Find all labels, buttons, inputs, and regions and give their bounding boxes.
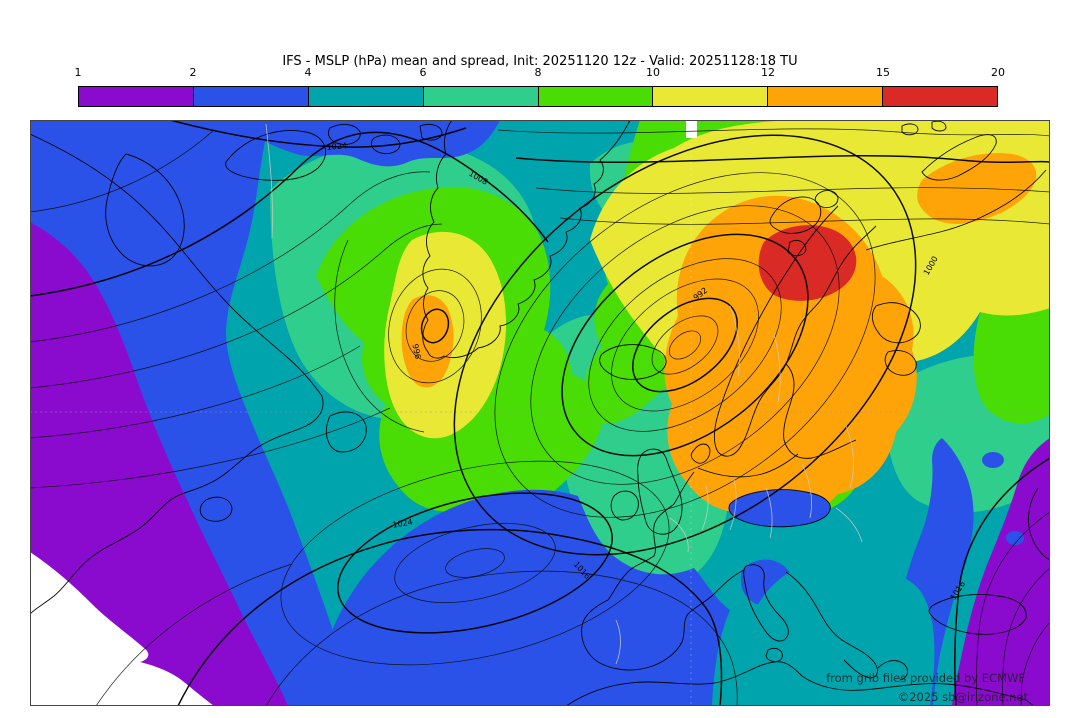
colorbar-tick-20: 20 [991,66,1005,79]
contour-label-1024: 1024 [392,517,414,529]
low-greenland-rings [388,268,482,384]
graticule [30,120,1050,706]
colorbar-tick-2: 2 [189,66,197,79]
colorbar-segment-4-6 [308,87,424,106]
colorbar-tick-4: 4 [304,66,312,79]
spread-region-teal-balkans [736,559,935,706]
spread-region-blue-spots [982,452,1024,545]
projection-void [30,120,697,706]
colorbar-tick-15: 15 [876,66,890,79]
low-norwegian-sea-rings [453,134,917,556]
contour-label-996: 996 [410,343,422,360]
colorbar-tick-row: 1 2 4 6 8 10 12 15 20 [74,66,1006,81]
colorbar-tick-12: 12 [761,66,775,79]
credit-ecmwf: from grib files provided by ECMWF [826,671,1025,685]
credit-copyright: ©2025 sb@irizone.net [898,690,1029,704]
coastlines [30,120,1050,706]
colorbar-segment-10-12 [653,87,769,106]
isobar-contours [30,120,1050,706]
colorbar-tick-8: 8 [534,66,542,79]
country-borders [265,123,863,665]
colorbar-segment-6-8 [423,87,539,106]
colorbar-tick-1: 1 [74,66,82,79]
colorbar-gradient [78,86,998,107]
colorbar: 1 2 4 6 8 10 12 15 20 [74,66,1006,107]
spread-region-purple [30,222,1050,706]
colorbar-segment-2-4 [193,87,309,106]
high-atlantic-rings [280,460,670,666]
colorbar-segment-1-2 [79,87,194,106]
colorbar-segment-12-15 [768,87,884,106]
colorbar-segment-15-20 [883,87,997,106]
map-border [30,120,1050,706]
colorbar-segment-8-10 [538,87,654,106]
colorbar-tick-6: 6 [419,66,427,79]
forecast-map: 1024 1008 992 996 1000 1024 1016 1016 from grib… [30,120,1050,706]
page-title: IFS - MSLP (hPa) mean and spread, Init: … [282,54,798,69]
colorbar-tick-10: 10 [646,66,660,79]
contour-label-1024: 1024 [326,141,347,151]
